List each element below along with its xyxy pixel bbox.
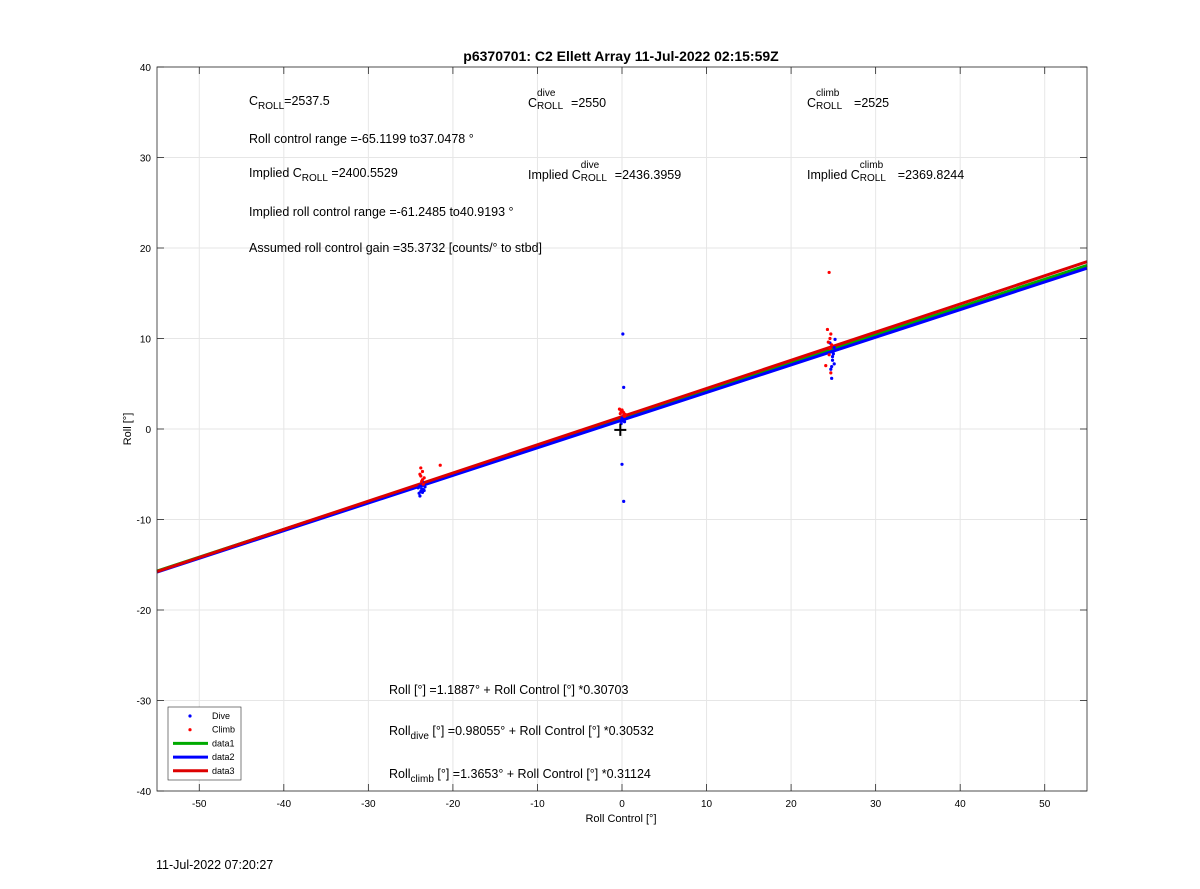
point-climb (829, 371, 833, 375)
legend: Dive Climb data1 data2 data3 (167, 706, 242, 781)
point-climb (622, 413, 626, 418)
point-dive (620, 462, 624, 466)
point-dive (418, 494, 422, 498)
point-climb (421, 482, 425, 486)
point-dive (622, 499, 626, 503)
roll-control-range: Roll control range =-65.1199 to37.0478 ° (249, 132, 474, 146)
point-dive (832, 362, 836, 366)
y-tick-label: 0 (145, 425, 151, 436)
point-climb (824, 364, 828, 368)
y-tick-label: -20 (137, 606, 152, 617)
x-axis-label: Roll Control [°] (585, 813, 656, 825)
c-roll-annotation: CROLL=2537.5 (249, 94, 330, 112)
point-dive (418, 484, 422, 488)
fit-equation-all: Roll [°] =1.1887° + Roll Control [°] *0.… (389, 683, 629, 697)
assumed-gain: Assumed roll control gain =35.3732 [coun… (249, 241, 543, 255)
point-dive (830, 376, 834, 380)
point-climb (420, 478, 425, 482)
y-tick-label: 20 (140, 244, 152, 255)
point-dive (622, 385, 626, 389)
point-climb (419, 474, 423, 478)
point-dive (417, 491, 421, 495)
y-tick-label: 10 (140, 335, 152, 346)
legend-label-dive: Dive (212, 711, 230, 721)
legend-swatch-climb (188, 728, 192, 732)
legend-label-data1: data1 (212, 738, 235, 748)
x-tick-label: 0 (619, 799, 625, 810)
x-tick-label: 30 (870, 799, 882, 810)
point-dive (423, 485, 427, 489)
point-climb (827, 270, 831, 275)
y-tick-label: 30 (140, 154, 152, 165)
point-climb (825, 327, 830, 332)
x-tick-label: -50 (192, 799, 207, 810)
point-dive (830, 355, 835, 359)
x-tick-label: 10 (701, 799, 713, 810)
y-tick-label: -10 (137, 516, 152, 527)
implied-c-roll: Implied CROLL =2400.5529 (249, 166, 398, 184)
legend-label-data2: data2 (212, 752, 235, 762)
fit-equation-climb: Rollclimb [°] =1.3653° + Roll Control [°… (389, 767, 651, 785)
y-tick-label: -30 (137, 697, 152, 708)
point-climb (620, 408, 624, 412)
point-climb (828, 336, 832, 341)
point-climb (829, 332, 833, 336)
implied-range: Implied roll control range =-61.2485 to4… (249, 205, 514, 219)
axis-ticks: -50 -40 -30 -20 -10 0 10 20 30 40 50 -40 -30 -20 -10 0 1… (137, 63, 1087, 810)
x-tick-label: -40 (277, 799, 292, 810)
point-climb (420, 469, 425, 474)
x-tick-label: -20 (446, 799, 461, 810)
origin-marker (614, 423, 627, 436)
point-climb (826, 340, 830, 344)
point-climb (419, 466, 423, 470)
data-points (416, 270, 837, 503)
x-tick-label: 20 (786, 799, 798, 810)
y-axis-label: Roll [°] (122, 413, 134, 446)
legend-label-data3: data3 (212, 766, 235, 776)
legend-swatch-dive (188, 714, 192, 718)
chart-title: p6370701: C2 Ellett Array 11-Jul-2022 02… (463, 48, 779, 64)
fit-equation-dive: Rolldive [°] =0.98055° + Roll Control [°… (389, 724, 654, 742)
point-climb (438, 463, 442, 467)
y-tick-label: 40 (140, 63, 152, 74)
point-dive (831, 349, 835, 353)
point-dive (831, 352, 835, 356)
point-climb (618, 412, 622, 416)
point-dive (833, 337, 837, 342)
point-climb (828, 346, 832, 351)
x-tick-label: 40 (955, 799, 967, 810)
point-climb (827, 353, 831, 357)
point-dive (830, 364, 834, 369)
x-tick-label: -10 (530, 799, 545, 810)
point-dive (421, 488, 425, 492)
point-climb (830, 343, 834, 347)
footer-timestamp: 11-Jul-2022 07:20:27 (156, 858, 274, 872)
point-dive (830, 358, 835, 362)
y-tick-label: -40 (137, 787, 152, 798)
point-dive (832, 345, 836, 350)
x-tick-label: 50 (1039, 799, 1051, 810)
point-dive (621, 332, 625, 336)
legend-label-climb: Climb (212, 725, 235, 735)
x-tick-label: -30 (361, 799, 376, 810)
point-dive (621, 419, 625, 423)
point-dive (829, 367, 833, 371)
